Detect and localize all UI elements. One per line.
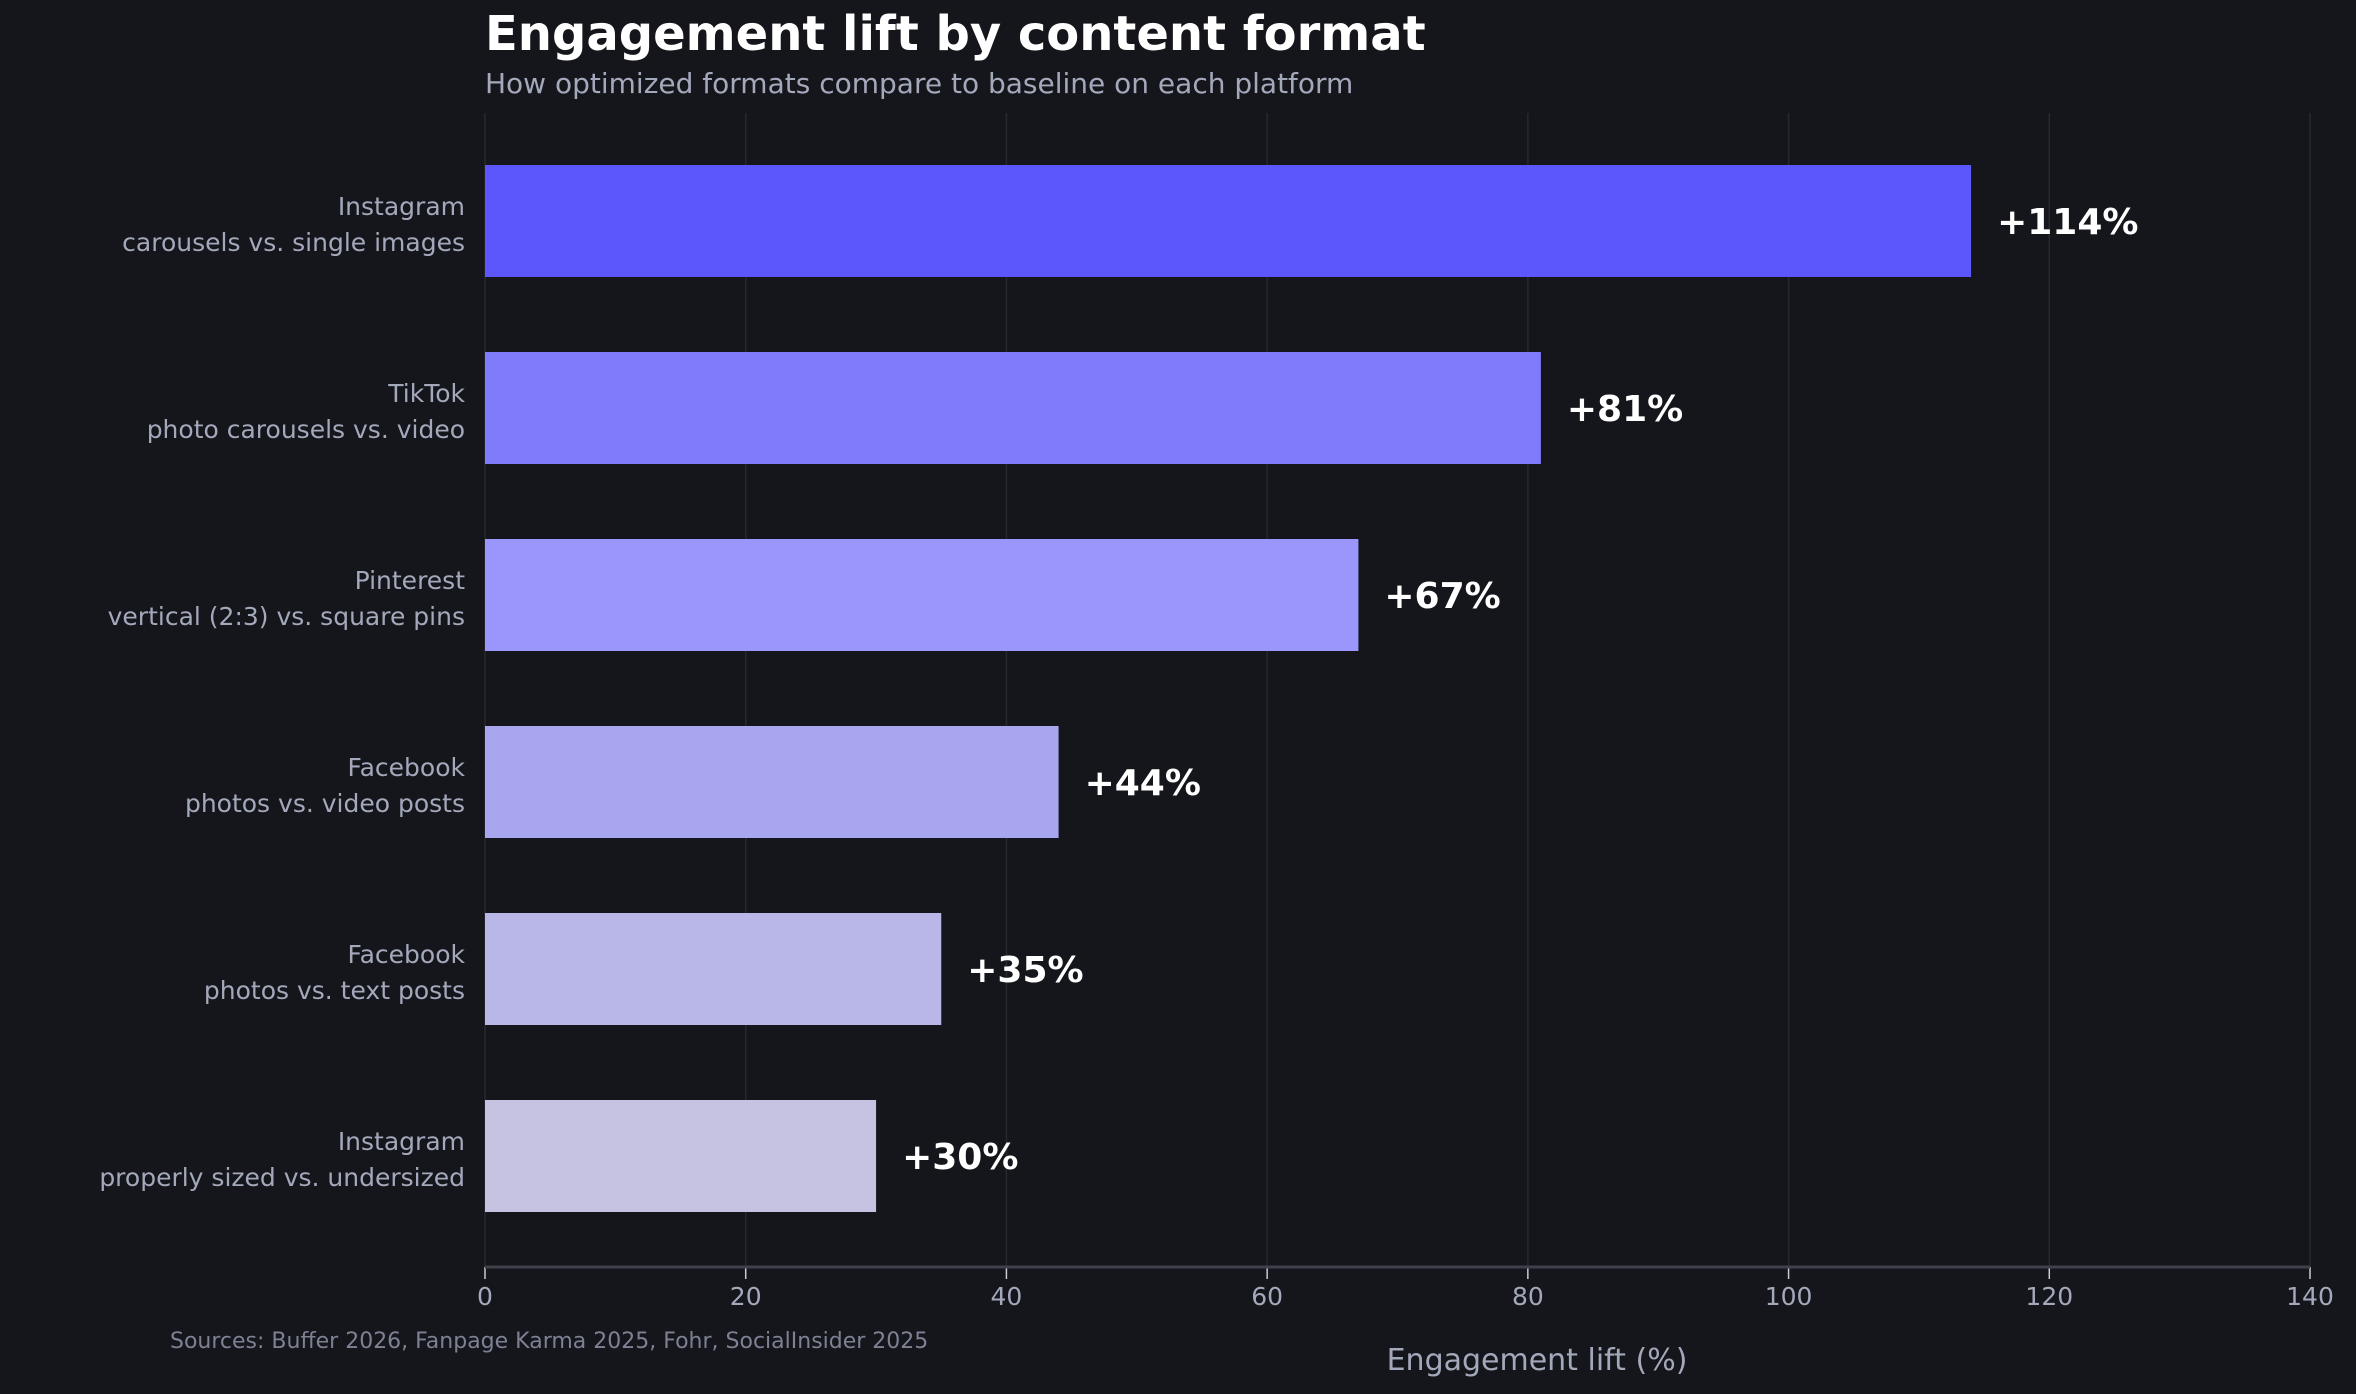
category-label-platform: Instagram — [338, 1127, 465, 1156]
x-tick-label: 40 — [991, 1282, 1023, 1311]
bar-value-label: +44% — [1085, 763, 1201, 804]
category-label-format: properly sized vs. undersized — [99, 1163, 465, 1192]
bar — [485, 352, 1541, 464]
bar-value-label: +114% — [1997, 202, 2138, 243]
category-label-platform: Facebook — [348, 753, 466, 782]
x-tick-label: 60 — [1251, 1282, 1283, 1311]
bar — [485, 726, 1059, 838]
x-tick-label: 80 — [1512, 1282, 1544, 1311]
category-label-format: photos vs. text posts — [204, 976, 465, 1005]
x-tick-label: 100 — [1765, 1282, 1813, 1311]
bar — [485, 1100, 877, 1212]
category-label-format: carousels vs. single images — [122, 228, 465, 257]
bar-value-label: +35% — [967, 950, 1083, 991]
category-label-platform: Instagram — [338, 192, 465, 221]
x-tick-label: 140 — [2286, 1282, 2334, 1311]
category-label-format: vertical (2:3) vs. square pins — [108, 602, 465, 631]
bar-value-label: +30% — [902, 1137, 1018, 1178]
x-tick-label: 20 — [730, 1282, 762, 1311]
category-label-platform: Pinterest — [355, 566, 466, 595]
chart-subtitle: How optimized formats compare to baselin… — [485, 67, 1353, 100]
source-note: Sources: Buffer 2026, Fanpage Karma 2025… — [170, 1329, 928, 1354]
category-label-platform: TikTok — [387, 379, 465, 408]
category-label-platform: Facebook — [348, 940, 466, 969]
chart-title: Engagement lift by content format — [485, 6, 1426, 62]
bar — [485, 539, 1359, 651]
x-tick-label: 120 — [2025, 1282, 2073, 1311]
x-tick-label: 0 — [477, 1282, 493, 1311]
bar-value-label: +67% — [1384, 576, 1500, 617]
bar — [485, 913, 942, 1025]
category-label-format: photo carousels vs. video — [147, 415, 465, 444]
bar — [485, 165, 1972, 277]
category-label-format: photos vs. video posts — [185, 789, 465, 818]
x-axis-label: Engagement lift (%) — [1387, 1343, 1688, 1378]
bar-value-label: +81% — [1567, 389, 1683, 430]
